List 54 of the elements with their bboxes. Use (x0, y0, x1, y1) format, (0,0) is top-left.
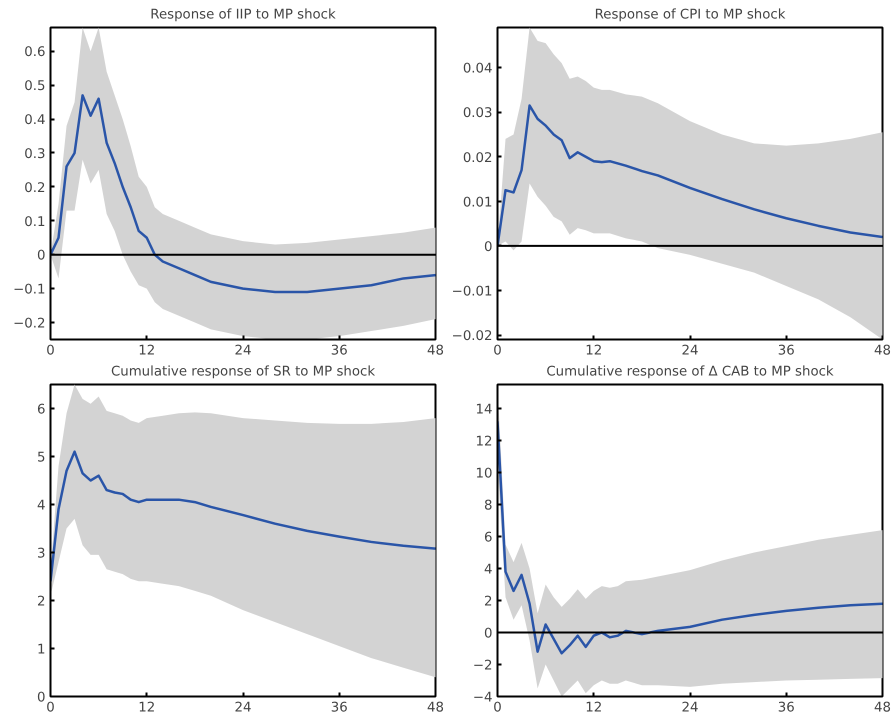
y-tick-label: 0 (484, 240, 493, 255)
y-tick-label: −0.01 (452, 284, 492, 300)
y-tick-label: 0 (484, 626, 493, 642)
y-tick-label: −0.2 (13, 316, 46, 332)
y-tick-label: 10 (476, 466, 493, 482)
y-tick-label: 0.03 (462, 106, 493, 122)
chart-title: Response of IIP to MP shock (150, 8, 336, 22)
x-tick-label: 12 (138, 700, 156, 714)
y-tick-label: 2 (484, 594, 493, 610)
y-tick-label: 0.5 (24, 79, 46, 94)
y-tick-label: 0 (37, 248, 46, 264)
y-tick-label: −2 (472, 658, 493, 674)
x-tick-label: 36 (330, 344, 348, 358)
y-tick-label: 4 (37, 498, 46, 514)
y-tick-label: 0.6 (24, 45, 46, 60)
y-tick-label: 5 (37, 450, 46, 466)
x-tick-label: 0 (493, 700, 502, 714)
x-tick-label: 48 (427, 344, 444, 358)
x-tick-label: 12 (585, 344, 602, 358)
y-tick-label: 3 (37, 546, 46, 562)
y-tick-label: 0.3 (24, 146, 46, 162)
chart-title: Response of CPI to MP shock (594, 8, 786, 22)
x-tick-label: 24 (682, 344, 698, 358)
y-tick-label: 12 (476, 434, 493, 450)
x-tick-label: 24 (234, 344, 252, 358)
y-tick-label: 0.1 (24, 214, 46, 230)
x-tick-label: 24 (682, 700, 698, 714)
y-tick-label: 8 (484, 498, 493, 514)
x-tick-label: 48 (427, 700, 444, 714)
y-tick-label: 0.4 (24, 113, 46, 128)
x-tick-label: 48 (874, 700, 891, 714)
x-tick-label: 12 (138, 344, 156, 358)
y-tick-label: 6 (37, 402, 46, 418)
y-tick-label: −4 (472, 690, 493, 706)
x-tick-label: 36 (778, 700, 795, 714)
y-tick-label: 0.2 (24, 180, 46, 196)
y-tick-label: 4 (484, 562, 493, 578)
y-tick-label: 1 (37, 642, 46, 658)
chart-title: Cumulative response of Δ CAB to MP shock (546, 364, 834, 380)
y-tick-label: −0.02 (452, 329, 492, 344)
y-tick-label: 0.04 (462, 62, 493, 77)
y-tick-label: 0.01 (462, 195, 493, 210)
y-tick-label: −0.1 (13, 282, 46, 298)
x-tick-label: 36 (778, 344, 795, 358)
x-tick-label: 0 (46, 700, 55, 714)
x-tick-label: 36 (330, 700, 348, 714)
chart-title: Cumulative response of SR to MP shock (110, 364, 376, 380)
x-tick-label: 24 (234, 700, 252, 714)
y-tick-label: 14 (476, 402, 493, 418)
x-tick-label: 12 (585, 700, 602, 714)
y-tick-label: 6 (484, 530, 493, 546)
x-tick-label: 48 (874, 344, 891, 358)
y-tick-label: 0.02 (462, 150, 493, 166)
y-tick-label: 2 (37, 594, 46, 610)
